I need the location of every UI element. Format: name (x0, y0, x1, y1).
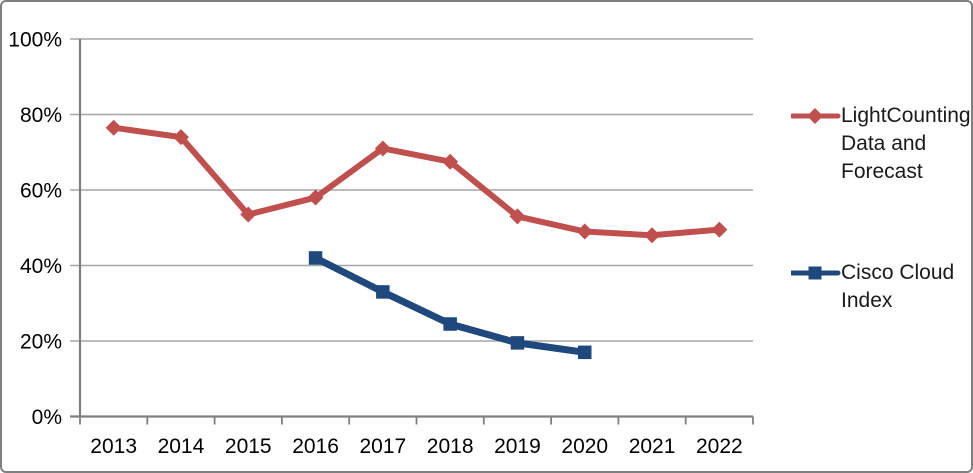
svg-text:2022: 2022 (696, 435, 743, 458)
svg-text:20%: 20% (20, 331, 62, 354)
svg-text:40%: 40% (20, 255, 62, 278)
svg-text:2017: 2017 (359, 435, 406, 458)
svg-text:2021: 2021 (629, 435, 676, 458)
svg-text:60%: 60% (20, 180, 62, 203)
svg-text:2020: 2020 (561, 435, 608, 458)
svg-text:2019: 2019 (494, 435, 541, 458)
svg-text:2016: 2016 (292, 435, 339, 458)
svg-text:80%: 80% (20, 104, 62, 127)
svg-text:0%: 0% (32, 406, 62, 429)
svg-text:2013: 2013 (90, 435, 137, 458)
svg-text:2014: 2014 (158, 435, 205, 458)
svg-text:2018: 2018 (427, 435, 474, 458)
svg-text:2015: 2015 (225, 435, 272, 458)
svg-text:100%: 100% (8, 29, 62, 52)
